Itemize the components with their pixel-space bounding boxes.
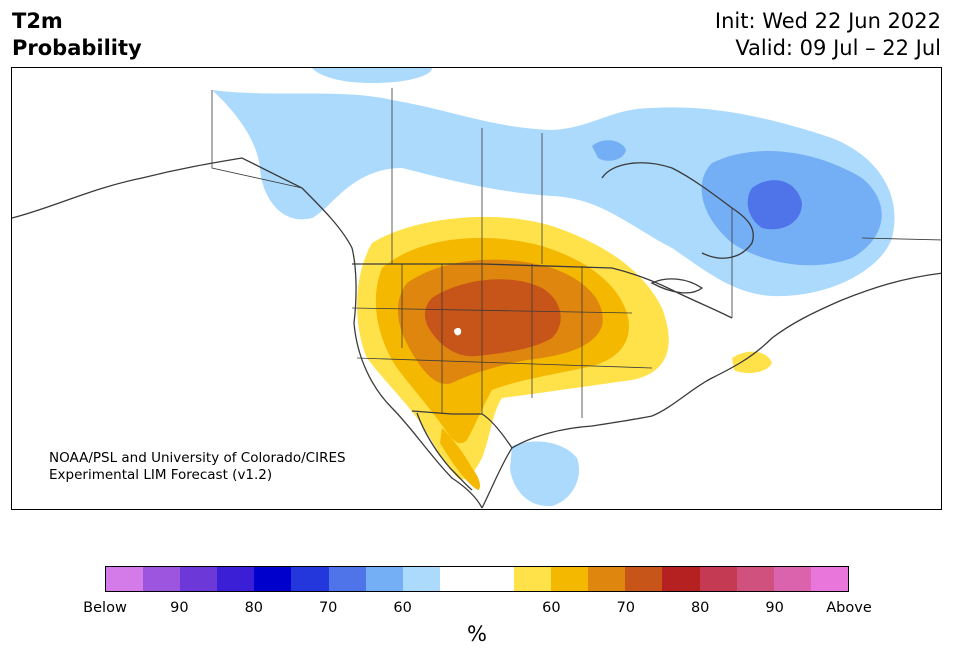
colorbar-tick-label: 80 [690, 600, 710, 616]
colorbar-swatch [328, 567, 366, 591]
colorbar-tick-label: 60 [393, 600, 412, 616]
colorbar-tick-label: Above [826, 600, 872, 616]
colorbar-swatch [217, 567, 255, 591]
pacific-coastline [12, 157, 483, 509]
colorbar-tick-label: 60 [542, 600, 561, 616]
colorbar-swatch [699, 567, 737, 591]
colorbar-tick-label: 70 [318, 600, 338, 616]
title-line-1: T2m [12, 9, 63, 33]
boundaries [12, 88, 941, 509]
probability-map [12, 68, 941, 509]
lake-superior [650, 278, 704, 294]
gulf-coastline [481, 272, 941, 509]
title-line-2: Probability [12, 36, 142, 60]
colorbar-swatch [625, 567, 663, 591]
colorbar-swatch [254, 567, 292, 591]
init-date: Init: Wed 22 Jun 2022 [714, 9, 941, 33]
hudson-bay-coast [601, 162, 754, 259]
attribution: NOAA/PSL and University of Colorado/CIRE… [49, 450, 346, 484]
colorbar-swatch [365, 567, 403, 591]
colorbar-swatch [736, 567, 774, 591]
colorbar-swatch [588, 567, 626, 591]
colorbar-swatch [514, 567, 552, 591]
colorbar-tick-label: 80 [244, 600, 264, 616]
warm-60-east [732, 351, 772, 374]
blue-canada-band [212, 90, 895, 297]
above-normal-shading [357, 216, 772, 490]
colorbar-tick-label: 70 [616, 600, 636, 616]
blue-quebec-70 [747, 180, 802, 230]
forecast-dates: Init: Wed 22 Jun 2022 Valid: 09 Jul – 22… [715, 8, 941, 62]
warm-75 [424, 279, 561, 357]
baja-peninsula [416, 412, 473, 491]
colorbar-swatch [773, 567, 811, 591]
colorbar [105, 566, 849, 592]
colorbar-tick-label: Below [83, 600, 127, 616]
state-line-7 [356, 357, 653, 369]
province-line-6 [861, 237, 941, 241]
colorbar-swatch [476, 567, 515, 591]
attribution-line-2: Experimental LIM Forecast (v1.2) [49, 467, 273, 483]
warm-65-baja [440, 428, 480, 490]
colorbar-swatch [402, 567, 440, 591]
valid-range: Valid: 09 Jul – 22 Jul [735, 36, 941, 60]
colorbar-tick-label: 90 [765, 600, 784, 616]
colorbar-swatch [180, 567, 218, 591]
colorbar-tick-label: 90 [170, 600, 189, 616]
below-normal-shading [212, 68, 895, 507]
colorbar-unit: % [467, 622, 487, 646]
map-panel: NOAA/PSL and University of Colorado/CIRE… [11, 67, 942, 510]
attribution-line-1: NOAA/PSL and University of Colorado/CIRE… [49, 450, 346, 466]
colorbar-swatch [551, 567, 589, 591]
colorbar-swatch [106, 567, 144, 591]
colorbar-swatch [291, 567, 329, 591]
map-title: T2m Probability [12, 8, 142, 62]
blue-gulf-mexico [510, 441, 580, 507]
province-line-4 [211, 90, 303, 189]
colorbar-swatch [143, 567, 181, 591]
blue-hudson-65 [592, 140, 626, 161]
us-canada-border [352, 263, 733, 319]
blue-arctic-top [312, 68, 432, 84]
colorbar-swatch [662, 567, 700, 591]
colorbar-swatch [439, 567, 477, 591]
warm-lake-hole [454, 327, 462, 336]
state-line-6 [351, 307, 633, 314]
colorbar-swatch [810, 567, 848, 591]
